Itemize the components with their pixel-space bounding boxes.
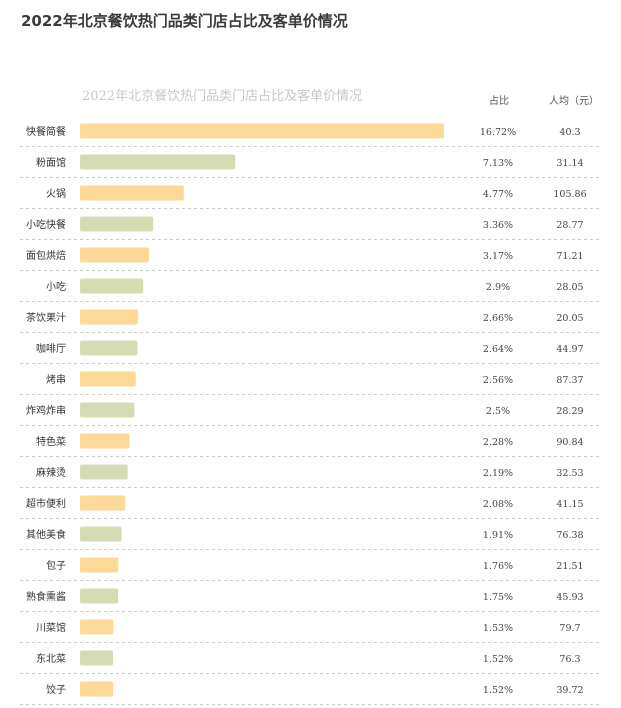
price-label-7: 20.05: [556, 313, 583, 324]
share-label-4: 3.36%: [483, 220, 513, 231]
category-label-5: 面包烘焙: [26, 249, 66, 262]
category-label-16: 熟食熏酱: [26, 590, 66, 603]
bar-4: [80, 216, 154, 232]
price-label-1: 40.3: [559, 127, 580, 138]
bar-13: [80, 495, 126, 511]
share-label-10: 2.5%: [486, 406, 510, 417]
share-label-11: 2.28%: [483, 437, 513, 448]
bar-2: [80, 154, 236, 170]
bar-12: [80, 464, 128, 480]
price-label-6: 28.05: [556, 282, 583, 293]
share-label-7: 2.66%: [483, 313, 513, 324]
price-label-13: 41.15: [556, 499, 583, 510]
bar-10: [80, 402, 135, 418]
bar-6: [80, 278, 144, 294]
bar-7: [80, 309, 138, 325]
price-label-11: 90.84: [556, 437, 583, 448]
category-label-10: 炸鸡炸串: [26, 404, 66, 417]
bar-3: [80, 185, 184, 201]
share-label-16: 1.75%: [483, 592, 513, 603]
price-label-10: 28.29: [556, 406, 583, 417]
category-label-19: 饺子: [46, 683, 66, 696]
price-label-19: 39.72: [556, 685, 583, 696]
price-label-16: 45.93: [556, 592, 583, 603]
share-label-19: 1.52%: [483, 685, 513, 696]
share-label-15: 1.76%: [483, 561, 513, 572]
price-label-17: 79.7: [559, 623, 580, 634]
share-label-8: 2.64%: [483, 344, 513, 355]
bar-18: [80, 650, 114, 666]
share-label-17: 1.53%: [483, 623, 513, 634]
category-label-1: 快餐简餐: [26, 125, 66, 138]
share-label-1: 16.72%: [480, 127, 516, 138]
share-label-5: 3.17%: [483, 251, 513, 262]
price-label-2: 31.14: [556, 158, 583, 169]
category-label-4: 小吃快餐: [26, 218, 66, 231]
price-label-15: 21.51: [556, 561, 583, 572]
share-label-9: 2.56%: [483, 375, 513, 386]
price-label-12: 32.53: [556, 468, 583, 479]
bar-8: [80, 340, 138, 356]
price-label-4: 28.77: [556, 220, 583, 231]
share-label-13: 2.08%: [483, 499, 513, 510]
bar-19: [80, 681, 114, 697]
category-label-6: 小吃: [46, 280, 66, 293]
bar-11: [80, 433, 130, 449]
share-column-header: 占比: [489, 96, 509, 107]
share-label-12: 2.19%: [483, 468, 513, 479]
category-label-11: 特色菜: [36, 435, 66, 448]
bar-15: [80, 557, 119, 573]
category-label-7: 茶饮果汁: [26, 311, 66, 324]
share-label-6: 2.9%: [486, 282, 510, 293]
category-label-14: 其他美食: [26, 528, 66, 541]
price-column-header: 人均（元）: [549, 96, 599, 107]
bar-9: [80, 371, 136, 387]
category-label-8: 咖啡厅: [36, 343, 66, 355]
price-label-8: 44.97: [556, 344, 583, 355]
category-label-18: 东北菜: [36, 652, 66, 665]
price-label-3: 105.86: [553, 189, 586, 200]
category-label-3: 火锅: [46, 188, 66, 200]
share-label-18: 1.52%: [483, 654, 513, 665]
chart-title: 2022年北京餐饮热门品类门店占比及客单价情况: [82, 89, 363, 104]
price-label-9: 87.37: [556, 375, 583, 386]
category-label-9: 烤串: [46, 373, 66, 386]
page-title: 2022年北京餐饮热门品类门店占比及客单价情况: [21, 12, 348, 30]
category-label-12: 麻辣烫: [36, 466, 66, 479]
bar-17: [80, 619, 114, 635]
category-label-17: 川菜馆: [36, 621, 66, 634]
share-label-3: 4.77%: [483, 189, 513, 200]
bar-5: [80, 247, 150, 263]
price-label-18: 76.3: [559, 654, 580, 665]
share-label-14: 1.91%: [483, 530, 513, 541]
price-label-14: 76.38: [556, 530, 583, 541]
share-label-2: 7.13%: [483, 158, 513, 169]
price-label-5: 71.21: [556, 251, 583, 262]
category-label-13: 超市便利: [26, 497, 66, 510]
bar-16: [80, 588, 119, 604]
category-label-15: 包子: [46, 559, 66, 572]
category-label-2: 粉面馆: [36, 156, 66, 169]
bar-14: [80, 526, 122, 542]
bar-1: [80, 123, 444, 139]
